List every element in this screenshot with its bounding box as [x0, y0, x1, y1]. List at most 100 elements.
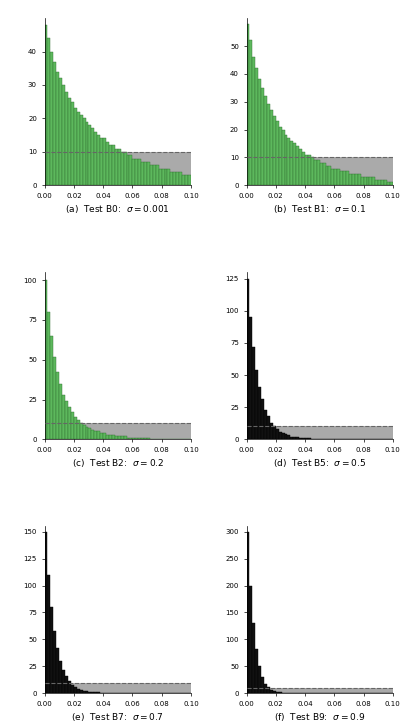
Bar	[252, 57, 255, 185]
Bar	[88, 682, 92, 693]
Bar	[74, 417, 77, 439]
Bar	[126, 682, 130, 693]
Bar	[326, 158, 328, 185]
Bar	[337, 168, 340, 185]
Bar	[381, 688, 384, 693]
Bar	[71, 682, 74, 693]
Bar	[355, 158, 358, 185]
Bar	[355, 688, 358, 693]
Bar	[384, 426, 387, 439]
Bar	[296, 688, 299, 693]
Bar	[343, 171, 346, 185]
Bar	[323, 163, 326, 185]
Bar	[112, 423, 115, 439]
Bar	[255, 426, 258, 439]
Bar	[132, 438, 135, 439]
Bar	[156, 682, 159, 693]
Bar	[346, 426, 349, 439]
Bar	[97, 135, 100, 185]
Bar	[68, 152, 71, 185]
Bar	[83, 691, 85, 693]
Bar	[159, 423, 162, 439]
Bar	[126, 155, 130, 185]
Bar	[358, 158, 361, 185]
Bar	[305, 438, 308, 439]
Bar	[293, 158, 296, 185]
Bar	[164, 682, 168, 693]
Bar	[62, 682, 65, 693]
Bar	[115, 423, 118, 439]
Bar	[276, 426, 279, 439]
Bar	[378, 158, 381, 185]
Bar	[71, 102, 74, 185]
Bar	[375, 688, 378, 693]
Bar	[141, 682, 144, 693]
Bar	[352, 688, 355, 693]
Bar	[83, 152, 85, 185]
Bar	[258, 666, 261, 693]
Bar	[132, 423, 135, 439]
Bar	[188, 152, 191, 185]
Bar	[100, 682, 103, 693]
Bar	[372, 158, 375, 185]
Bar	[317, 158, 320, 185]
Bar	[94, 132, 97, 185]
Bar	[358, 688, 361, 693]
Bar	[378, 688, 381, 693]
Bar	[135, 682, 138, 693]
Bar	[267, 688, 270, 693]
Bar	[252, 623, 255, 693]
Bar	[53, 682, 56, 693]
Bar	[361, 688, 364, 693]
Bar	[326, 426, 328, 439]
Bar	[53, 631, 56, 693]
Bar	[252, 688, 255, 693]
Bar	[302, 152, 305, 185]
Bar	[296, 437, 299, 439]
Bar	[331, 426, 334, 439]
Bar	[285, 688, 288, 693]
Bar	[138, 158, 141, 185]
Bar	[369, 177, 372, 185]
Bar	[103, 139, 106, 185]
Bar	[45, 423, 47, 439]
Bar	[106, 142, 109, 185]
Bar	[267, 426, 270, 439]
Bar	[121, 152, 124, 185]
Bar	[293, 437, 296, 439]
Bar	[147, 423, 150, 439]
Bar	[317, 688, 320, 693]
Bar	[130, 155, 132, 185]
Bar	[182, 682, 185, 693]
Bar	[261, 88, 264, 185]
Bar	[305, 155, 308, 185]
Bar	[53, 62, 56, 185]
Bar	[337, 426, 340, 439]
Bar	[162, 423, 164, 439]
Bar	[124, 423, 126, 439]
Bar	[176, 682, 179, 693]
Bar	[326, 688, 328, 693]
Bar	[390, 182, 393, 185]
Bar	[249, 585, 252, 693]
Bar	[182, 152, 185, 185]
Bar	[56, 648, 59, 693]
Bar	[97, 152, 100, 185]
Bar	[85, 423, 88, 439]
Bar	[285, 434, 288, 439]
Bar	[270, 158, 273, 185]
Bar	[135, 423, 138, 439]
Bar	[65, 423, 68, 439]
Bar	[115, 149, 118, 185]
Bar	[302, 426, 305, 439]
Bar	[185, 175, 188, 185]
Bar	[71, 412, 74, 439]
Bar	[109, 682, 112, 693]
Bar	[293, 688, 296, 693]
Bar	[328, 166, 331, 185]
Bar	[162, 168, 164, 185]
Bar	[273, 688, 276, 693]
Bar	[273, 158, 276, 185]
Bar	[334, 158, 337, 185]
Bar	[311, 426, 314, 439]
